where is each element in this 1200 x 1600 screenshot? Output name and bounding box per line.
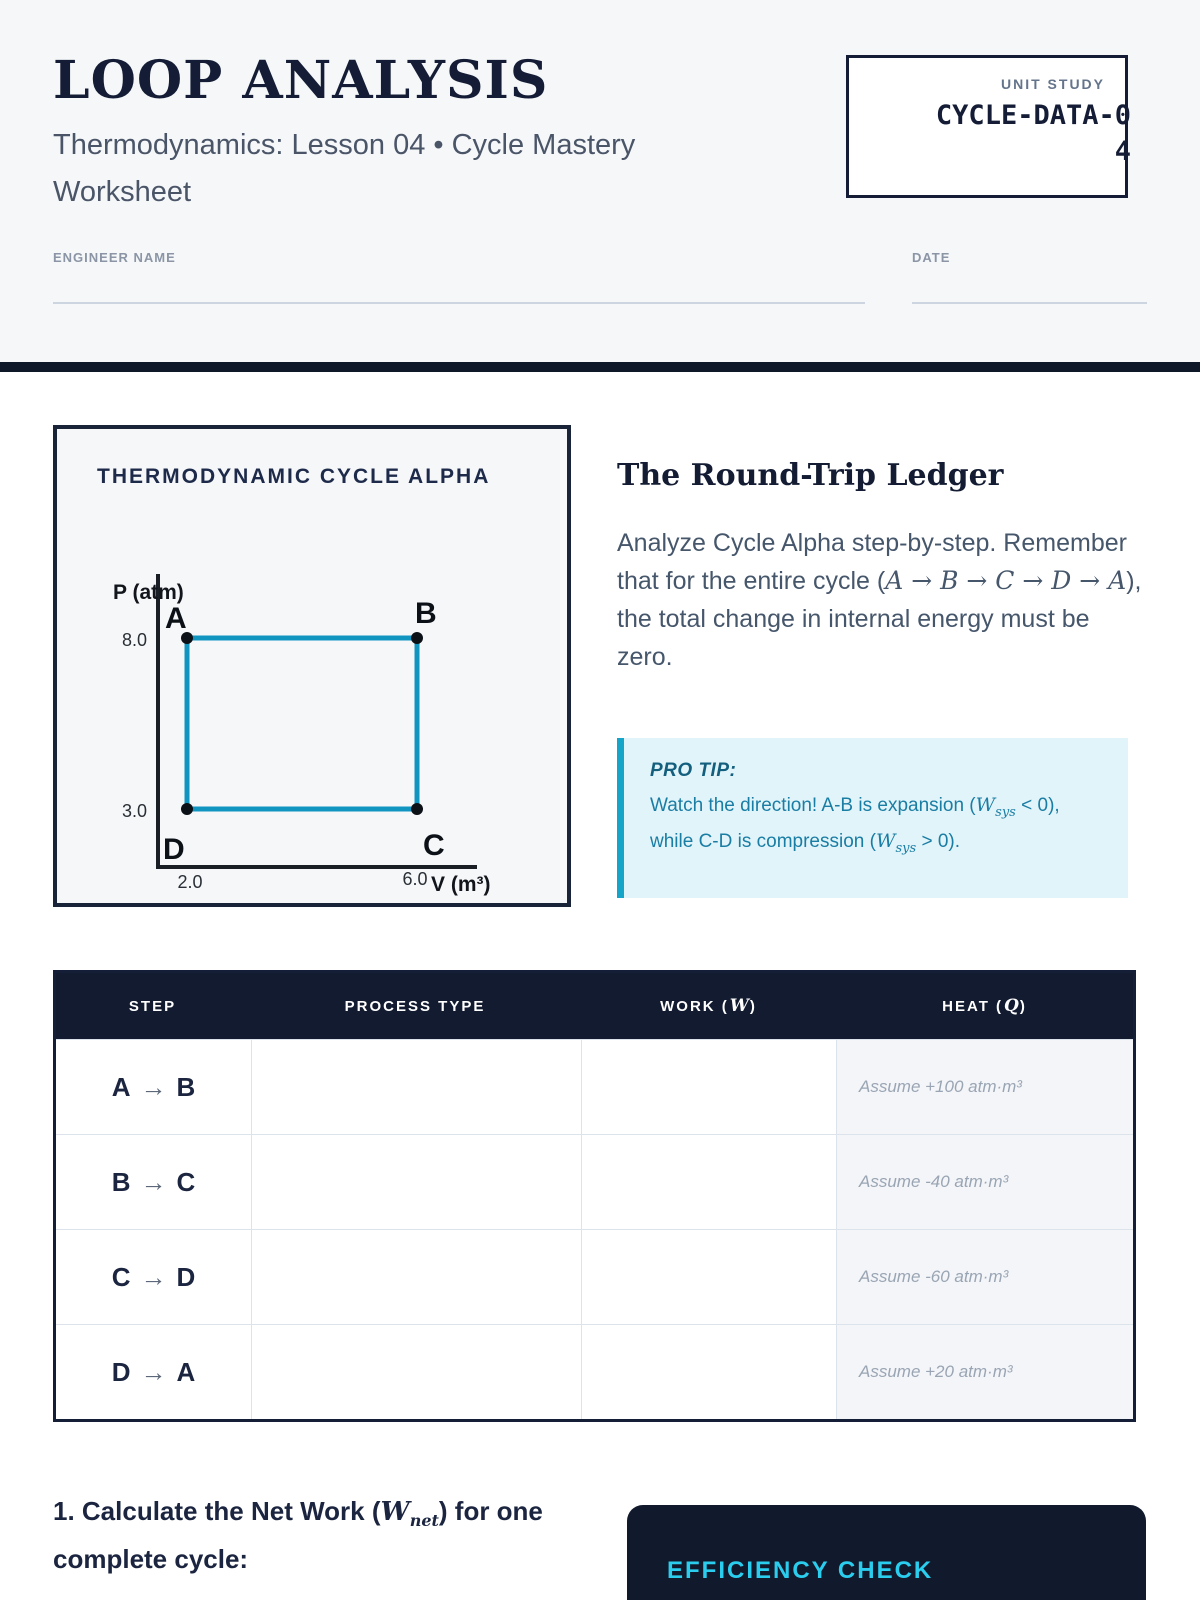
point-A-label: A — [165, 602, 187, 635]
page-subtitle: Thermodynamics: Lesson 04 • Cycle Master… — [53, 129, 636, 208]
unit-study-label: UNIT STUDY — [1001, 76, 1105, 92]
process-type-blank-cell — [251, 1229, 581, 1324]
point-C — [411, 803, 423, 815]
pro-tip-label: PRO TIP: — [650, 760, 737, 781]
arrow-icon: → — [140, 1261, 167, 1292]
pro-tip-w2: W — [875, 829, 896, 852]
col-header-process-type: PROCESS TYPE — [344, 997, 486, 1015]
pro-tip-t1: Watch the direction! A-B is expansion ( — [650, 795, 976, 816]
heat-hint-cell: Assume -40 atm·m³ — [836, 1134, 1133, 1229]
work-blank-cell — [581, 1324, 836, 1419]
col-header-work: WORK (W) — [660, 996, 757, 1016]
unit-study-badge: UNIT STUDY CYCLE-DATA-04 — [846, 55, 1131, 198]
x-tick-6: 6.0 — [402, 869, 427, 889]
cycle-diagram-card: THERMODYNAMIC CYCLE ALPHA A B C D P (atm… — [53, 425, 571, 907]
cycle-path — [184, 635, 420, 812]
work-blank-cell — [581, 1134, 836, 1229]
heat-hint-cell: Assume +20 atm·m³ — [836, 1324, 1133, 1419]
ledger-text-post: ), the total change in internal energy m… — [617, 567, 1142, 671]
ledger-heading: The Round-Trip Ledger — [617, 458, 1004, 493]
point-B — [411, 632, 423, 644]
col-header-step: STEP — [128, 997, 177, 1015]
process-type-blank-cell — [251, 1324, 581, 1419]
heat-hint-cell: Assume -60 atm·m³ — [836, 1229, 1133, 1324]
arrow-icon: → — [140, 1166, 167, 1197]
point-B-label: B — [415, 597, 437, 630]
efficiency-check-panel: EFFICIENCY CHECK η = Wnet / Qin — [627, 1505, 1146, 1600]
ledger-paragraph: Analyze Cycle Alpha step-by-step. Rememb… — [617, 524, 1149, 676]
step-label: B → C — [56, 1134, 251, 1229]
pro-tip-t2: < 0), while C-D is compression ( — [650, 795, 1060, 852]
pro-tip-text: Watch the direction! A-B is expansion (W… — [650, 791, 1105, 863]
pro-tip-w1: W — [975, 794, 996, 816]
point-D — [181, 803, 193, 815]
date-label: DATE — [912, 250, 951, 265]
work-blank-cell — [581, 1229, 836, 1324]
pro-tip-s1: sys — [995, 804, 1016, 820]
work-blank-cell — [581, 1039, 836, 1134]
diagram-title: THERMODYNAMIC CYCLE ALPHA — [97, 465, 491, 488]
table-row: C → D Assume -60 atm·m³ — [56, 1229, 1133, 1324]
table-header-row: STEP PROCESS TYPE WORK (W) HEAT (Q) — [56, 973, 1133, 1039]
table-row: D → A Assume +20 atm·m³ — [56, 1324, 1133, 1419]
question-1: 1. Calculate the Net Work (Wnet) for one… — [53, 1496, 543, 1575]
step-label: D → A — [56, 1324, 251, 1419]
arrow-icon: → — [140, 1356, 167, 1387]
table-row: A → B Assume +100 atm·m³ — [56, 1039, 1133, 1134]
cycle-steps-table: STEP PROCESS TYPE WORK (W) HEAT (Q) A → B … — [53, 970, 1136, 1422]
ledger-cycle-math: A → B → C → D → A — [885, 566, 1127, 595]
table-body: A → B Assume +100 atm·m³ B → C Assume -40 at… — [56, 1039, 1133, 1419]
page-title: LOOP ANALYSIS — [53, 50, 549, 111]
section-divider — [0, 362, 1200, 372]
point-D-label: D — [163, 833, 185, 866]
y-tick-8: 8.0 — [122, 630, 147, 650]
y-axis-label: P (atm) — [113, 581, 184, 604]
pro-tip-s2: sys — [895, 840, 917, 856]
unit-study-code: CYCLE-DATA-04 — [935, 100, 1131, 167]
pv-diagram: A B C D P (atm) V (m³) 8.0 3.0 2.0 6.0 — [113, 574, 491, 896]
pro-tip-t3: > 0). — [916, 830, 960, 852]
date-field — [912, 302, 1147, 304]
heat-hint-cell: Assume +100 atm·m³ — [836, 1039, 1133, 1134]
efficiency-check-title: EFFICIENCY CHECK — [667, 1557, 934, 1584]
col-header-heat: HEAT (Q) — [942, 996, 1027, 1016]
engineer-name-field — [53, 302, 865, 304]
process-type-blank-cell — [251, 1134, 581, 1229]
arrow-icon: → — [140, 1071, 167, 1102]
y-tick-3: 3.0 — [122, 801, 147, 821]
x-axis-label: V (m³) — [431, 873, 491, 896]
pro-tip-callout: PRO TIP: Watch the direction! A-B is exp… — [617, 738, 1128, 898]
x-tick-2: 2.0 — [177, 872, 202, 892]
point-A — [181, 632, 193, 644]
ledger-text-pre: Analyze Cycle Alpha step-by-step. Rememb… — [617, 529, 1127, 595]
point-C-label: C — [423, 829, 445, 862]
step-label: C → D — [56, 1229, 251, 1324]
table-row: B → C Assume -40 atm·m³ — [56, 1134, 1133, 1229]
engineer-name-label: ENGINEER NAME — [53, 250, 176, 265]
process-type-blank-cell — [251, 1039, 581, 1134]
step-label: A → B — [56, 1039, 251, 1134]
